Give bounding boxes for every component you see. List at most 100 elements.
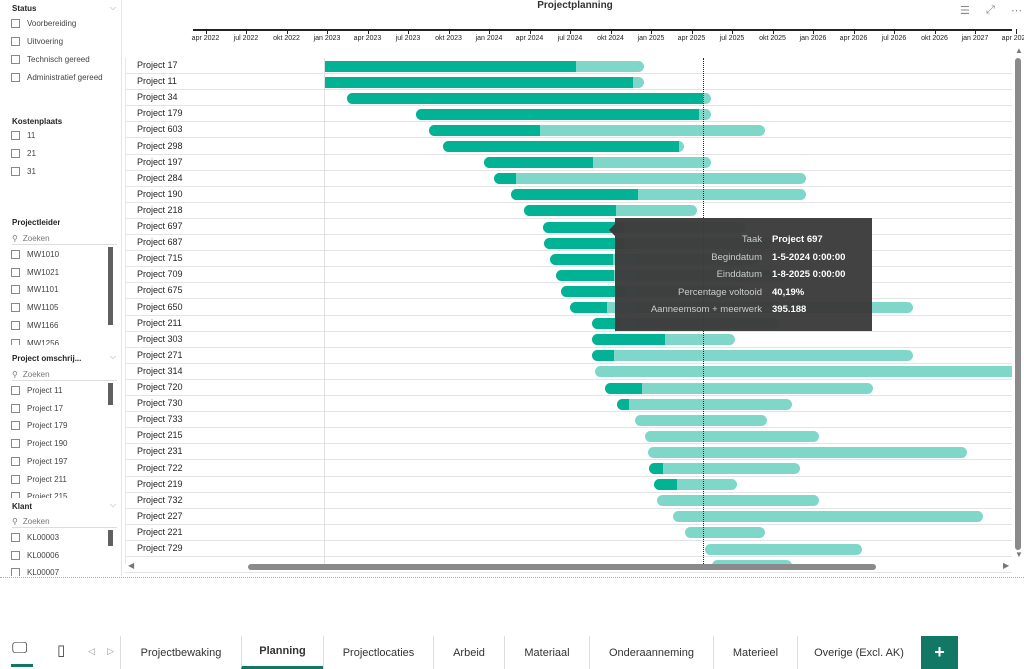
checkbox[interactable] [11, 285, 20, 295]
checkbox[interactable] [11, 149, 20, 158]
task-bar[interactable] [595, 366, 1012, 378]
checkbox[interactable] [11, 267, 20, 277]
checkbox[interactable] [11, 131, 20, 140]
scroll-up-icon[interactable]: ▲ [1015, 46, 1023, 55]
checkbox[interactable] [11, 55, 20, 64]
task-bar[interactable] [429, 124, 766, 136]
slicer-option[interactable]: Project 190 [11, 439, 67, 449]
scroll-down-icon[interactable]: ▼ [1015, 550, 1023, 559]
slicer-option[interactable]: MW1021 [11, 267, 59, 277]
mobile-layout-icon[interactable]: ▯ [57, 642, 66, 659]
task-bar[interactable] [493, 173, 806, 185]
task-bar[interactable] [523, 205, 698, 217]
slicer-option[interactable]: Technisch gereed [11, 55, 90, 64]
checkbox[interactable] [11, 492, 20, 498]
checkbox[interactable] [11, 73, 20, 82]
slicer-option[interactable]: 11 [11, 131, 35, 140]
page-tab[interactable]: Materiaal [504, 636, 589, 669]
project-search[interactable]: ⚲ Zoeken [12, 368, 117, 381]
slicer-option[interactable]: MW1101 [11, 285, 58, 295]
focus-mode-icon[interactable]: ⤢ [986, 4, 995, 16]
task-bar[interactable] [591, 350, 914, 362]
checkbox[interactable] [11, 439, 20, 449]
task-bar[interactable] [604, 382, 873, 394]
slicer-option[interactable]: MW1166 [11, 320, 58, 330]
checkbox[interactable] [11, 474, 20, 484]
checkbox[interactable] [11, 37, 20, 46]
scroll-left-icon[interactable]: ◀ [128, 561, 135, 570]
previous-page-icon[interactable]: ◁ [88, 646, 95, 656]
add-page-button[interactable]: + [921, 636, 958, 669]
checkbox[interactable] [11, 320, 20, 330]
task-bar[interactable] [645, 430, 820, 442]
task-bar[interactable] [711, 559, 793, 564]
slicer-option[interactable]: Project 11 [11, 386, 62, 395]
task-bar[interactable] [634, 414, 767, 426]
slicer-option[interactable]: Project 17 [11, 403, 63, 413]
page-tab[interactable]: Arbeid [433, 636, 504, 669]
checkbox[interactable] [11, 456, 20, 466]
project-scrollbar[interactable] [108, 383, 113, 405]
vertical-scroll-thumb[interactable] [1015, 58, 1021, 550]
filter-icon[interactable]: ☰ [960, 5, 970, 17]
checkbox[interactable] [11, 550, 20, 560]
checkbox[interactable] [11, 167, 20, 176]
next-page-icon[interactable]: ▷ [107, 646, 114, 656]
slicer-option[interactable]: Project 211 [11, 474, 67, 484]
task-bar[interactable] [704, 543, 863, 555]
desktop-layout-icon[interactable]: 🖵 [12, 640, 28, 657]
checkbox[interactable] [11, 19, 20, 28]
task-bar[interactable] [654, 479, 738, 491]
task-bar[interactable] [649, 463, 801, 474]
klant-search[interactable]: ⚲ Zoeken [12, 515, 117, 528]
slicer-option[interactable]: Project 179 [11, 421, 67, 431]
task-bar[interactable] [511, 189, 806, 201]
task-bar[interactable] [415, 108, 711, 120]
checkbox[interactable] [11, 568, 20, 576]
task-bar[interactable] [591, 334, 736, 346]
more-options-icon[interactable]: ⋯ [1011, 5, 1022, 17]
page-tab[interactable]: Overige (Excl. AK) [797, 636, 920, 669]
slicer-option[interactable]: Project 215 [11, 492, 67, 498]
horizontal-scroll-thumb[interactable] [248, 564, 876, 570]
task-bar[interactable] [325, 76, 644, 88]
slicer-option[interactable]: Uitvoering [11, 37, 63, 46]
slicer-option[interactable]: 21 [11, 149, 36, 158]
slicer-option[interactable]: KL00007 [11, 568, 59, 576]
klant-scrollbar[interactable] [108, 530, 113, 546]
task-bar[interactable] [672, 511, 983, 523]
slicer-option[interactable]: Administratief gereed [11, 73, 103, 82]
checkbox[interactable] [11, 421, 20, 431]
checkbox[interactable] [11, 303, 20, 313]
checkbox[interactable] [11, 338, 20, 345]
slicer-option[interactable]: Voorbereiding [11, 19, 76, 28]
task-bar[interactable] [616, 398, 793, 410]
task-bar[interactable] [483, 157, 711, 169]
page-tab[interactable]: Projectlocaties [323, 636, 433, 669]
chevron-down-icon[interactable]: ⌵ [110, 500, 117, 509]
task-bar[interactable] [684, 527, 766, 539]
page-tab[interactable]: Materieel [713, 636, 797, 669]
task-bar[interactable] [656, 495, 820, 507]
slicer-option[interactable]: MW1105 [11, 303, 58, 313]
slicer-option[interactable]: KL00006 [11, 550, 59, 560]
slicer-option[interactable]: Project 197 [11, 456, 67, 466]
task-bar[interactable] [443, 141, 684, 152]
projectleider-search[interactable]: ⚲ Zoeken [12, 232, 117, 245]
scroll-right-icon[interactable]: ▶ [1003, 561, 1010, 570]
slicer-option[interactable]: MW1010 [11, 250, 59, 259]
vertical-scrollbar[interactable]: ▲ ▼ [1013, 46, 1023, 560]
page-tab[interactable]: Onderaanneming [589, 636, 713, 669]
task-bar[interactable] [325, 60, 644, 72]
checkbox[interactable] [11, 403, 20, 413]
checkbox[interactable] [11, 386, 20, 395]
chevron-down-icon[interactable]: ⌵ [110, 3, 117, 12]
projectleider-scrollbar[interactable] [108, 247, 113, 325]
page-tab[interactable]: Planning [241, 636, 323, 669]
slicer-option[interactable]: MW1256 [11, 338, 59, 345]
page-tab[interactable]: Projectbewaking [120, 636, 241, 669]
slicer-option[interactable]: KL00003 [11, 533, 59, 542]
checkbox[interactable] [11, 250, 20, 259]
slicer-option[interactable]: 31 [11, 167, 36, 176]
checkbox[interactable] [11, 533, 20, 542]
